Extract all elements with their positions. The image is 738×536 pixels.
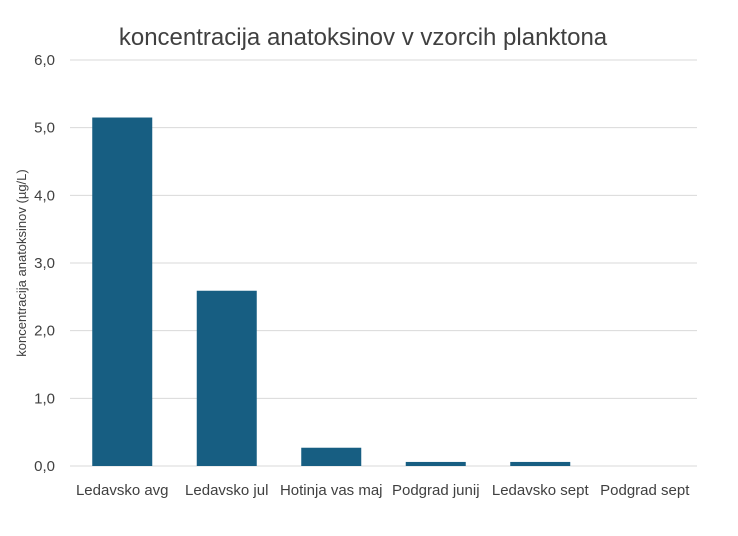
y-tick-label: 6,0	[34, 52, 55, 69]
bar	[301, 447, 362, 466]
bar	[510, 461, 571, 466]
y-tick-label: 0,0	[34, 458, 55, 475]
x-tick-label: Podgrad junij	[392, 482, 480, 499]
chart-title: koncentracija anatoksinov v vzorcih plan…	[119, 24, 608, 51]
bar	[405, 461, 466, 466]
y-tick-label: 1,0	[34, 390, 55, 407]
x-tick-label: Ledavsko sept	[492, 482, 590, 499]
y-tick-labels: 0,0 1,0 2,0 3,0 4,0 5,0 6,0	[34, 52, 55, 475]
bars	[92, 117, 571, 467]
x-tick-label: Ledavsko jul	[185, 482, 268, 499]
y-tick-label: 2,0	[34, 323, 55, 340]
y-tick-label: 5,0	[34, 120, 55, 137]
bar	[92, 117, 153, 467]
x-tick-label: Podgrad sept	[600, 482, 690, 499]
gridlines	[70, 59, 697, 467]
y-tick-label: 4,0	[34, 187, 55, 204]
x-tick-label: Hotinja vas maj	[280, 482, 383, 499]
bar	[196, 290, 257, 466]
y-axis-label: koncentracija anatoksinov (µg/L)	[14, 169, 29, 356]
y-tick-label: 3,0	[34, 255, 55, 272]
x-tick-labels: Ledavsko avg Ledavsko jul Hotinja vas maj P…	[76, 482, 690, 499]
x-tick-label: Ledavsko avg	[76, 482, 169, 499]
